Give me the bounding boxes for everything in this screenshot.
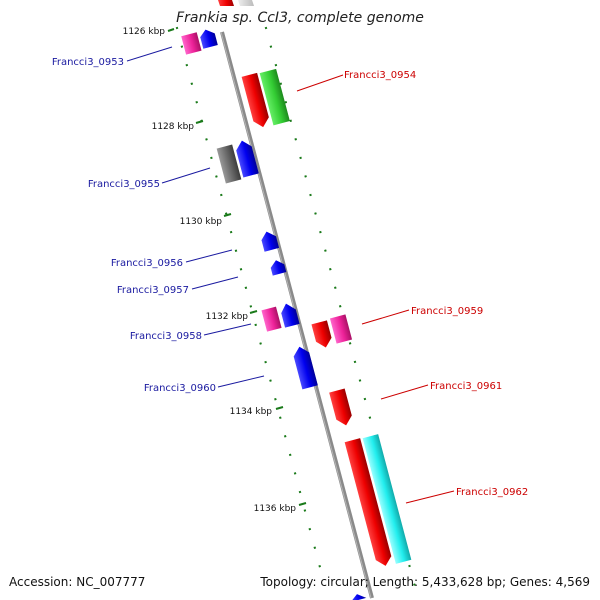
scale-label: 1132 kbp <box>206 312 249 322</box>
tick-dash <box>254 323 257 327</box>
gene-label-francci3-0954[interactable]: Francci3_0954 <box>344 70 416 81</box>
gene-arrow-francci3-0959-pink <box>329 314 353 344</box>
gene-arrow-francci3-0956 <box>261 231 280 252</box>
tick-dash <box>309 193 312 197</box>
gene-label-francci3-0957[interactable]: Francci3_0957 <box>117 285 189 296</box>
scale-label: 1136 kbp <box>254 504 297 514</box>
tick-dash <box>289 119 292 123</box>
gene-arrow-francci3-0958-pink <box>261 306 282 332</box>
scale-label: 1134 kbp <box>230 407 273 417</box>
tick-dash <box>274 397 277 401</box>
tick-dash <box>353 360 357 364</box>
gene-label-francci3-0955[interactable]: Francci3_0955 <box>88 179 160 190</box>
tick-dash <box>175 26 179 30</box>
genome-summary-text: Topology: circular; Length: 5,433,628 bp… <box>260 575 590 589</box>
tick-dash <box>279 82 283 85</box>
tick-dash <box>264 26 268 30</box>
map-title: Frankia sp. CcI3, complete genome <box>176 10 424 26</box>
gene-arrow-francci3-0960 <box>293 346 318 390</box>
accession-text: Accession: NC_007777 <box>9 575 146 589</box>
tick-dash <box>313 546 317 549</box>
tick-dash <box>269 379 272 382</box>
tick-dash <box>259 342 262 345</box>
tick-dash <box>249 305 253 308</box>
gene-label-francci3-0959[interactable]: Francci3_0959 <box>411 306 483 317</box>
tick-dash <box>298 490 302 494</box>
gene-arrow-francci3-0957 <box>270 260 287 276</box>
tick-dash <box>334 286 337 289</box>
tick-dash <box>363 397 367 401</box>
gene-arrow-francci3-0959-red <box>311 320 332 348</box>
tick-dash <box>288 453 292 457</box>
inner-tick-marks <box>175 26 321 568</box>
tick-dash <box>284 100 288 104</box>
tick-dash <box>299 156 302 160</box>
tick-dash <box>185 63 189 67</box>
tick-dash <box>413 583 416 586</box>
tick-dash <box>239 268 243 271</box>
gene-label-francci3-0956[interactable]: Francci3_0956 <box>111 258 183 269</box>
gene-label-francci3-0960[interactable]: Francci3_0960 <box>144 383 216 394</box>
gene-arrow-francci3-0958-blue <box>281 303 300 328</box>
tick-dash <box>234 249 238 252</box>
tick-dash <box>274 63 278 67</box>
tick-dash <box>279 416 282 419</box>
tick-dash <box>215 175 218 178</box>
gene-arrows <box>181 29 412 600</box>
gene-arrow-clipped-blue <box>350 594 367 600</box>
tick-dash <box>314 212 317 215</box>
tick-dash <box>220 193 223 197</box>
tick-dash <box>269 45 273 48</box>
tick-dash <box>304 175 307 178</box>
gene-arrow-clipped-lightgray <box>238 0 254 6</box>
tick-dash <box>319 230 322 234</box>
gene-labels: Francci3_0953 Francci3_0954 Francci3_095… <box>52 57 528 498</box>
tick-dash <box>244 286 248 290</box>
gene-label-francci3-0961[interactable]: Francci3_0961 <box>430 381 502 392</box>
tick-dash <box>205 138 208 141</box>
tick-dash <box>318 564 321 568</box>
scale-label: 1126 kbp <box>123 27 166 37</box>
gene-arrow-francci3-0962-cyan <box>362 434 412 564</box>
gene-arrow-francci3-0955-gray <box>216 144 242 184</box>
tick-dash <box>303 509 307 512</box>
gene-arrow-francci3-0962-red <box>344 438 392 566</box>
scale-label: 1130 kbp <box>180 217 223 227</box>
tick-dash <box>195 100 198 104</box>
tick-dash <box>338 305 342 308</box>
tick-dash <box>210 156 213 160</box>
tick-dash <box>308 527 312 531</box>
scale-labels: 1126 kbp 1128 kbp 1130 kbp 1132 kbp 1134… <box>123 27 297 514</box>
label-leader-lines <box>126 46 455 504</box>
gene-arrow-francci3-0954-green <box>259 68 290 126</box>
top-clipped-features <box>218 0 254 6</box>
gene-arrow-francci3-0954-red <box>241 72 269 128</box>
tick-dash <box>229 230 233 234</box>
tick-dash <box>408 564 411 568</box>
gene-arrow-clipped-red <box>218 0 234 6</box>
gene-label-francci3-0962[interactable]: Francci3_0962 <box>456 487 528 498</box>
scale-ticks <box>167 28 307 506</box>
tick-dash <box>283 435 287 438</box>
tick-dash <box>180 45 184 48</box>
tick-dash <box>294 138 297 141</box>
tick-dash <box>358 379 362 382</box>
tick-dash <box>348 342 352 345</box>
tick-dash <box>329 267 332 271</box>
gene-arrow-francci3-0953 <box>181 32 202 55</box>
gene-arrow-francci3-0961 <box>329 388 352 426</box>
scale-label: 1128 kbp <box>152 122 195 132</box>
tick-dash <box>264 360 267 364</box>
gene-arrow-francci3-0955-blue <box>236 140 259 178</box>
tick-dash <box>190 82 194 85</box>
gene-label-francci3-0953[interactable]: Francci3_0953 <box>52 57 124 68</box>
gene-label-francci3-0958[interactable]: Francci3_0958 <box>130 331 202 342</box>
tick-dash <box>224 212 228 215</box>
tick-dash <box>324 249 327 252</box>
tick-dash <box>293 472 297 475</box>
tick-dash <box>368 416 372 419</box>
gene-arrow-blue-1 <box>200 29 218 49</box>
